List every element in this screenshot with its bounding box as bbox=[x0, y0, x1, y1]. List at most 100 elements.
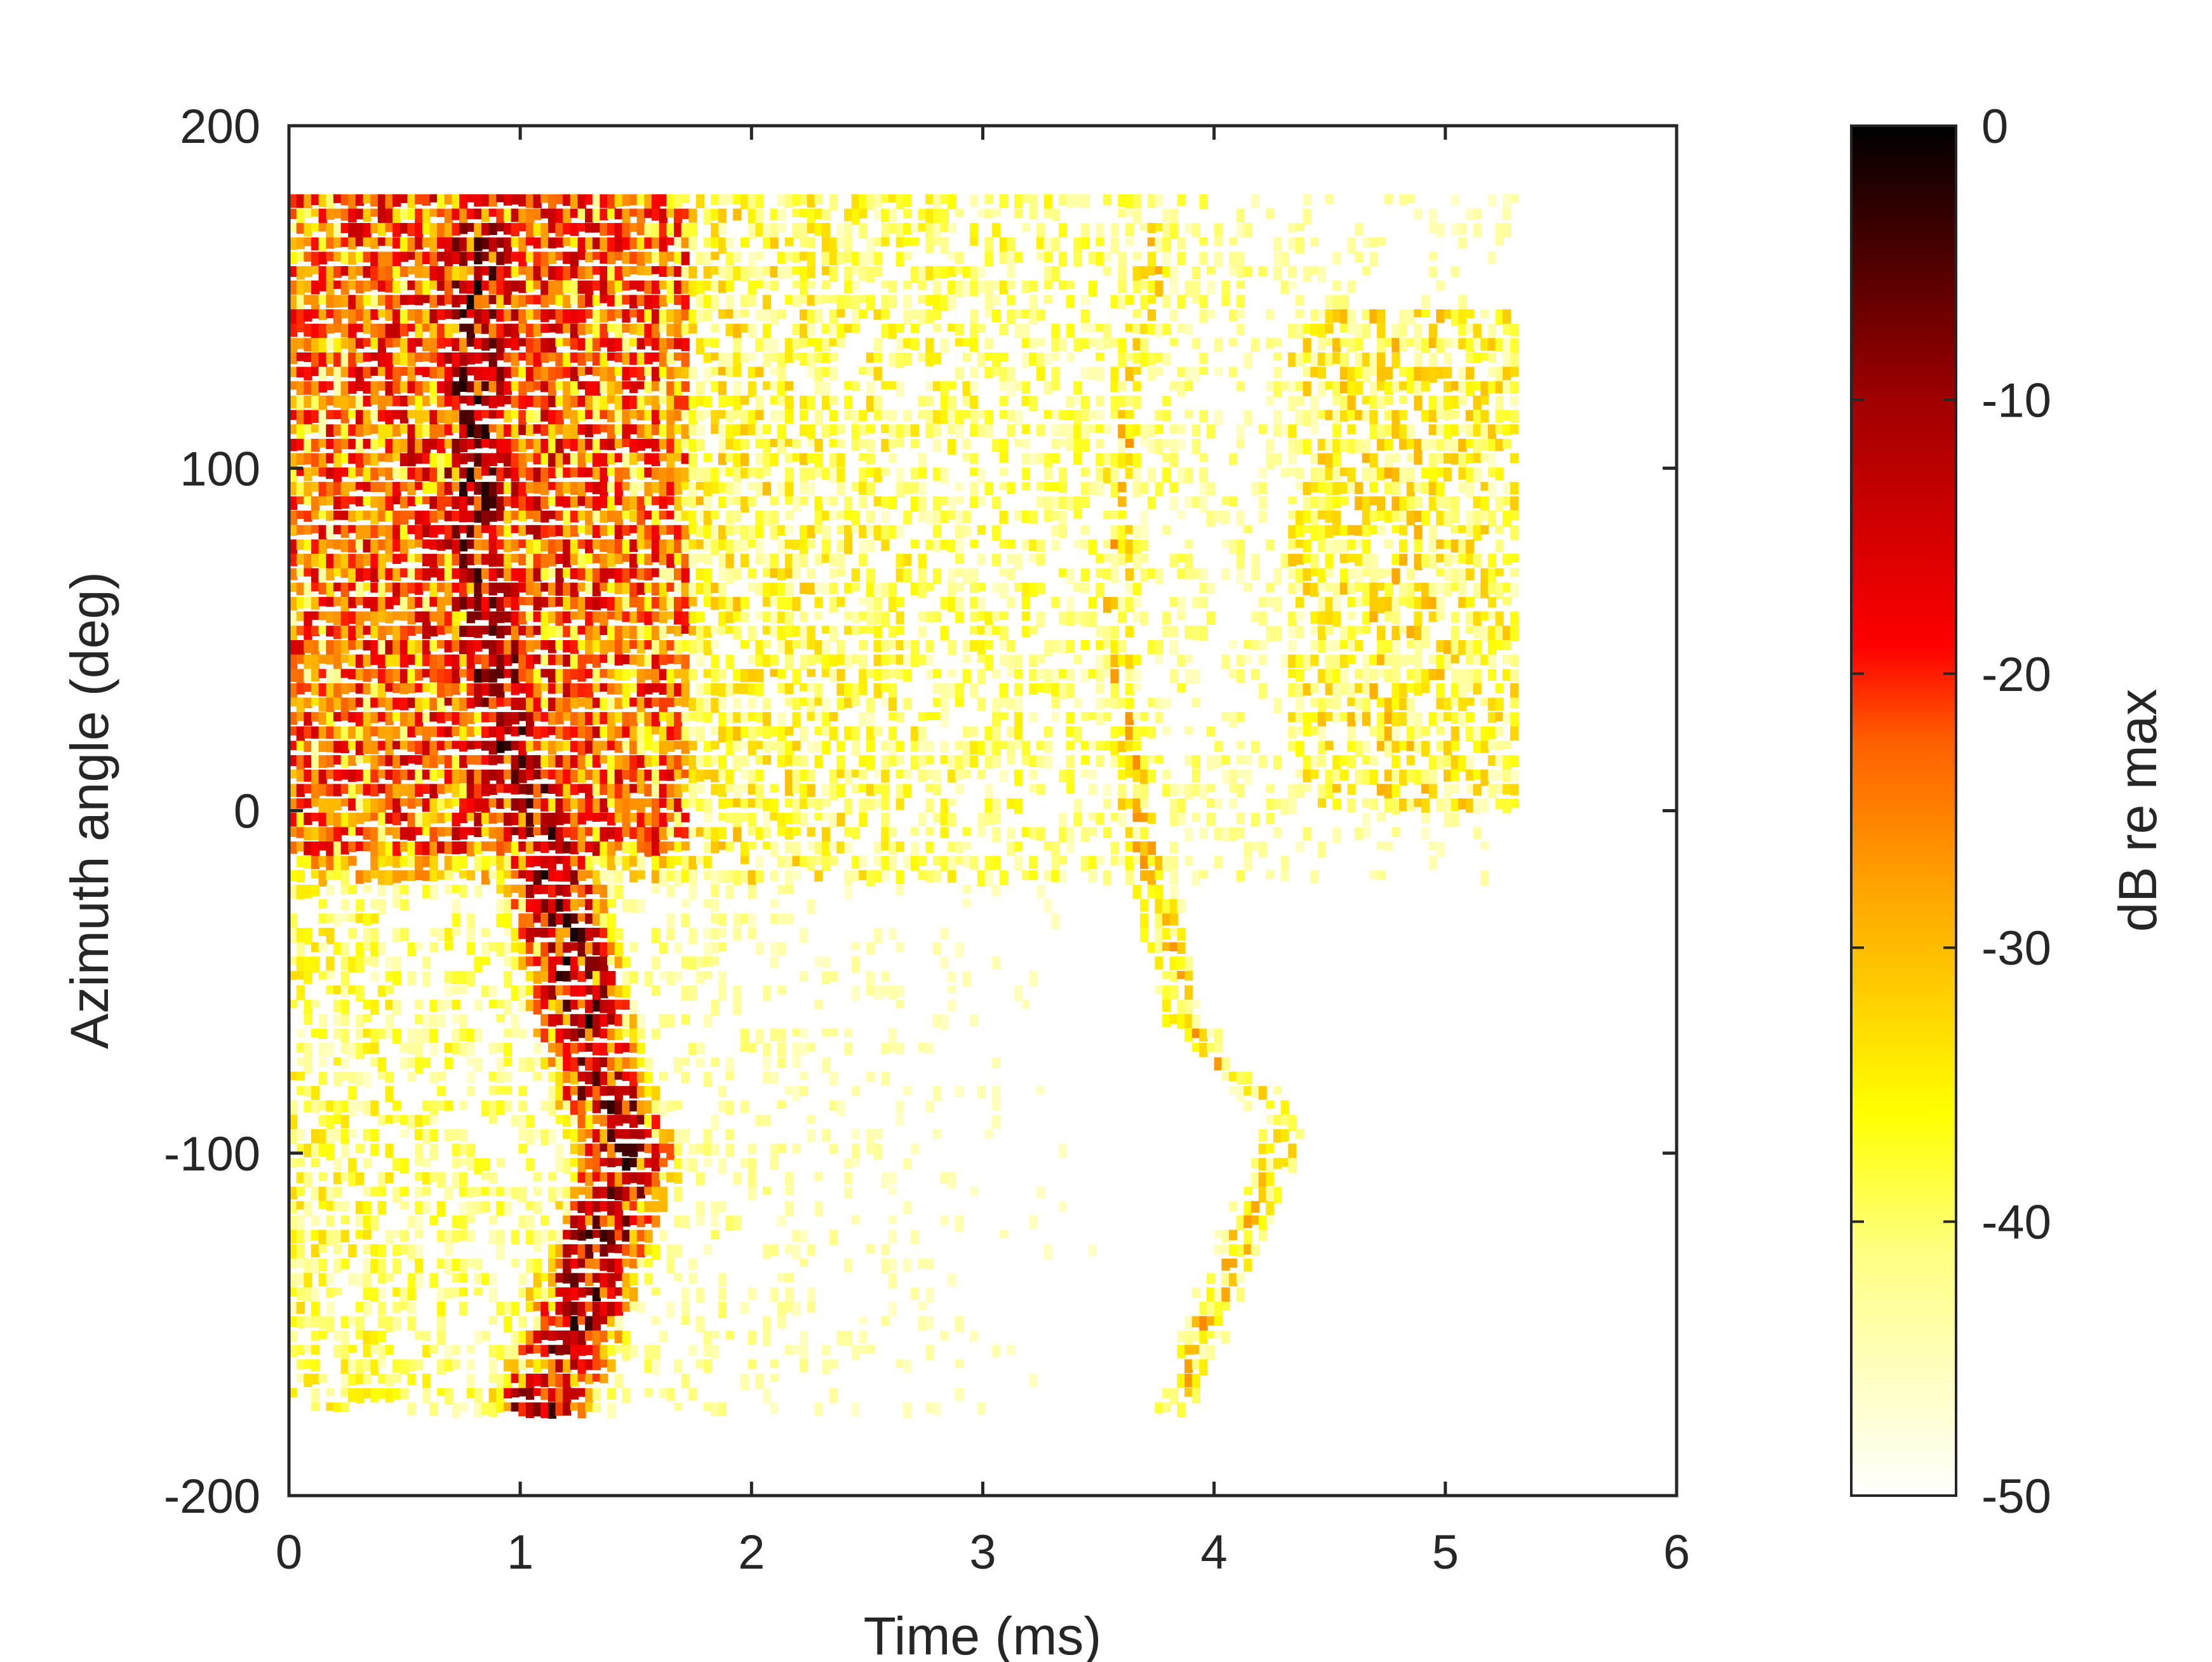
heatmap-cell bbox=[333, 295, 342, 308]
heatmap-cell bbox=[452, 654, 460, 671]
heatmap-cell bbox=[918, 410, 927, 419]
heatmap-cell bbox=[326, 280, 335, 295]
heatmap-cell bbox=[1118, 424, 1127, 439]
heatmap-cell bbox=[607, 669, 616, 679]
heatmap-cell bbox=[711, 697, 720, 713]
heatmap-cell bbox=[407, 525, 416, 534]
heatmap-cell bbox=[474, 611, 483, 620]
heatmap-cell bbox=[652, 280, 660, 294]
heatmap-cell bbox=[666, 626, 675, 634]
heatmap-cell bbox=[762, 554, 771, 570]
heatmap-cell bbox=[888, 654, 897, 664]
heatmap-cell bbox=[600, 410, 608, 419]
heatmap-cell bbox=[340, 511, 349, 520]
heatmap-cell bbox=[1495, 697, 1504, 711]
heatmap-cell bbox=[311, 194, 320, 205]
heatmap-cell bbox=[1362, 539, 1371, 554]
heatmap-cell bbox=[1169, 424, 1178, 434]
heatmap-cell bbox=[392, 582, 401, 598]
heatmap-cell bbox=[555, 640, 564, 650]
heatmap-cell bbox=[666, 640, 675, 651]
heatmap-cell bbox=[718, 352, 727, 366]
heatmap-cell bbox=[1406, 683, 1415, 693]
heatmap-cell bbox=[984, 194, 993, 204]
heatmap-cell bbox=[607, 295, 616, 307]
heatmap-cell bbox=[422, 697, 431, 709]
heatmap-cell bbox=[585, 453, 594, 463]
heatmap-cell bbox=[1014, 410, 1023, 426]
heatmap-cell bbox=[547, 640, 557, 653]
heatmap-cell bbox=[1073, 726, 1082, 742]
heatmap-cell bbox=[718, 712, 727, 727]
heatmap-cell bbox=[407, 237, 416, 251]
heatmap-cell bbox=[1073, 410, 1082, 425]
heatmap-cell bbox=[681, 582, 690, 600]
heatmap-cell bbox=[992, 309, 1001, 323]
heatmap-cell bbox=[784, 626, 793, 638]
heatmap-cell bbox=[992, 697, 1001, 713]
heatmap-cell bbox=[622, 438, 631, 448]
heatmap-cell bbox=[570, 784, 579, 795]
heatmap-cell bbox=[547, 223, 557, 233]
heatmap-cell bbox=[570, 697, 579, 709]
heatmap-cell bbox=[429, 511, 438, 523]
heatmap-cell bbox=[970, 755, 979, 768]
heatmap-cell bbox=[585, 669, 594, 679]
heatmap-cell bbox=[1391, 511, 1400, 521]
heatmap-cell bbox=[851, 309, 860, 325]
heatmap-cell bbox=[674, 683, 683, 697]
heatmap-cell bbox=[1088, 784, 1097, 796]
heatmap-cell bbox=[1510, 582, 1518, 598]
heatmap-cell bbox=[1347, 626, 1356, 641]
heatmap-cell bbox=[984, 280, 993, 296]
heatmap-cell bbox=[718, 755, 727, 769]
heatmap-cell bbox=[326, 453, 335, 464]
heatmap-cell bbox=[636, 726, 645, 742]
heatmap-cell bbox=[563, 554, 572, 568]
heatmap-cell bbox=[1147, 568, 1156, 579]
heatmap-cell bbox=[807, 266, 815, 279]
heatmap-cell bbox=[466, 654, 475, 671]
heatmap-cell bbox=[1443, 554, 1452, 567]
heatmap-cell bbox=[1480, 424, 1489, 439]
heatmap-cell bbox=[1207, 755, 1216, 770]
heatmap-cell bbox=[792, 539, 801, 550]
heatmap-cell bbox=[1339, 438, 1348, 452]
heatmap-cell bbox=[1451, 223, 1459, 236]
heatmap-cell bbox=[289, 453, 298, 470]
heatmap-cell bbox=[533, 683, 542, 700]
heatmap-cell bbox=[1355, 539, 1364, 549]
heatmap-cell bbox=[1414, 640, 1423, 655]
heatmap-cell bbox=[385, 208, 394, 223]
heatmap-cell bbox=[1436, 395, 1445, 412]
heatmap-cell bbox=[407, 741, 416, 752]
heatmap-cell bbox=[370, 338, 379, 349]
heatmap-cell bbox=[962, 741, 971, 756]
heatmap-cell bbox=[1043, 481, 1052, 492]
heatmap-cell bbox=[296, 741, 305, 751]
heatmap-cell bbox=[363, 755, 372, 763]
heatmap-cell bbox=[1199, 309, 1208, 323]
heatmap-cell bbox=[1162, 769, 1171, 779]
heatmap-cell bbox=[1021, 352, 1030, 368]
heatmap-cell bbox=[674, 669, 683, 679]
heatmap-cell bbox=[1096, 352, 1104, 361]
heatmap-cell bbox=[1421, 726, 1430, 736]
heatmap-cell bbox=[873, 597, 882, 610]
heatmap-cell bbox=[459, 654, 468, 667]
heatmap-cell bbox=[422, 539, 431, 549]
heatmap-cell bbox=[1043, 683, 1052, 694]
heatmap-cell bbox=[977, 769, 986, 779]
heatmap-cell bbox=[970, 467, 979, 476]
heatmap-cell bbox=[1325, 381, 1334, 390]
heatmap-cell bbox=[999, 539, 1008, 549]
heatmap-cell bbox=[326, 366, 335, 377]
heatmap-cell bbox=[1250, 611, 1260, 622]
heatmap-cell bbox=[1362, 352, 1371, 367]
heatmap-cell bbox=[1347, 726, 1356, 741]
heatmap-cell bbox=[644, 755, 653, 767]
heatmap-cell bbox=[459, 453, 468, 464]
heatmap-cell bbox=[1414, 626, 1423, 642]
heatmap-cell bbox=[570, 453, 579, 465]
heatmap-cell bbox=[925, 352, 934, 366]
